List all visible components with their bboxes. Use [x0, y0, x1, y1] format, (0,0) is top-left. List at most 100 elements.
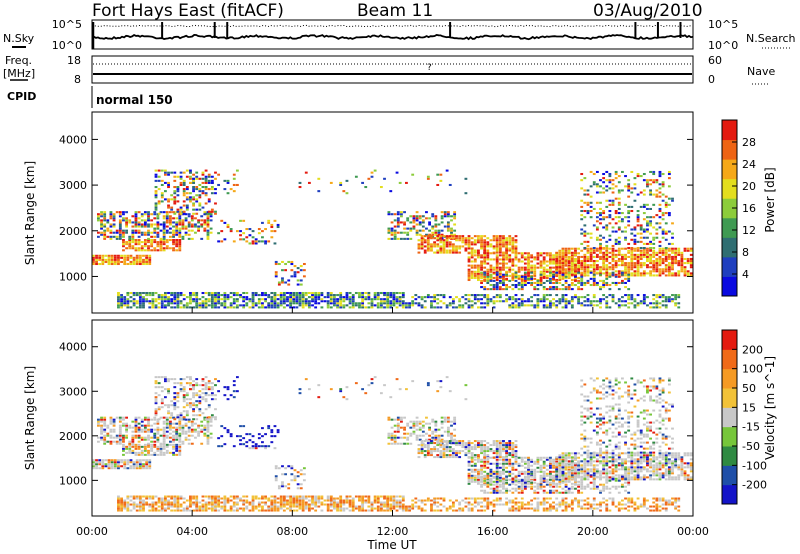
power-cell	[567, 271, 571, 274]
velocity-cell	[113, 465, 117, 468]
power-cell	[505, 258, 509, 261]
power-cell	[523, 279, 527, 282]
power-cell	[135, 306, 139, 309]
velocity-cell	[251, 505, 255, 508]
power-cell	[583, 270, 587, 273]
power-cell	[223, 221, 227, 224]
power-cell	[185, 169, 189, 172]
velocity-cell	[100, 426, 103, 429]
power-cell	[138, 254, 142, 257]
velocity-cell	[451, 442, 455, 445]
power-cell	[386, 298, 390, 301]
power-cell	[652, 253, 656, 256]
velocity-cell	[284, 467, 288, 470]
power-cell	[542, 304, 546, 307]
velocity-cell	[420, 452, 424, 455]
power-cell	[189, 175, 192, 178]
velocity-cell	[267, 445, 271, 448]
power-cell	[448, 241, 452, 244]
power-cell	[232, 302, 236, 305]
power-cell	[210, 179, 214, 182]
power-cell	[392, 302, 396, 305]
power-ylabel: Slant Range [km]	[23, 161, 37, 265]
velocity-cell	[326, 505, 330, 508]
velocity-cell	[436, 448, 440, 451]
power-cell	[505, 300, 509, 303]
velocity-cell	[156, 453, 160, 456]
power-cell	[574, 249, 577, 252]
power-cell	[406, 233, 410, 236]
power-cell	[577, 257, 580, 261]
power-cell	[508, 254, 512, 257]
power-cell	[561, 300, 565, 303]
power-cell	[514, 249, 518, 252]
power-cell	[398, 291, 402, 295]
velocity-cell	[185, 412, 189, 415]
velocity-cell	[336, 501, 339, 504]
power-cell	[137, 229, 141, 232]
velocity-cell	[138, 509, 142, 512]
velocity-cell	[169, 426, 172, 429]
power-cell	[636, 302, 640, 305]
power-cell	[206, 225, 210, 228]
power-cell	[282, 296, 286, 299]
power-cell	[549, 294, 552, 297]
power-cell	[577, 255, 580, 258]
power-cell	[390, 213, 394, 216]
velocity-cell	[220, 507, 224, 510]
power-cell	[409, 221, 413, 224]
power-cell	[210, 306, 214, 309]
power-cell	[298, 291, 302, 295]
power-cell	[451, 298, 455, 301]
power-cell	[574, 296, 577, 299]
power-cell	[639, 302, 643, 305]
power-cell	[633, 270, 637, 273]
power-cell	[172, 221, 175, 224]
power-cell	[173, 175, 177, 178]
power-cell	[489, 275, 493, 278]
power-cell	[289, 298, 293, 301]
power-cell	[689, 272, 693, 275]
power-cell	[195, 304, 199, 307]
power-cell	[430, 306, 433, 309]
power-cell	[586, 232, 590, 235]
power-cell	[592, 277, 596, 280]
velocity-cell	[117, 495, 120, 498]
velocity-cell	[175, 432, 179, 435]
power-cell	[235, 300, 239, 303]
power-cell	[639, 272, 643, 275]
power-cell	[458, 237, 462, 240]
velocity-cell	[229, 507, 233, 510]
power-cell	[147, 249, 150, 252]
colorbar-tick-label: 24	[742, 158, 756, 171]
power-cell	[431, 233, 435, 236]
power-cell	[206, 217, 210, 220]
velocity-cell	[162, 420, 166, 423]
power-cell	[595, 260, 599, 263]
power-cell	[514, 235, 518, 238]
power-cell	[203, 219, 207, 222]
power-cell	[301, 306, 305, 309]
power-cell	[580, 249, 584, 252]
velocity-cell	[118, 436, 122, 439]
power-cell	[661, 294, 665, 297]
power-cell	[201, 302, 205, 305]
velocity-cell	[217, 495, 221, 498]
power-cell	[686, 249, 690, 252]
power-cell	[170, 294, 174, 297]
power-cell	[172, 238, 175, 242]
power-cell	[455, 251, 458, 254]
velocity-cell	[154, 495, 158, 498]
power-cell	[172, 229, 175, 232]
velocity-cell	[120, 465, 123, 468]
velocity-cell	[201, 495, 205, 498]
power-cell	[254, 302, 258, 305]
power-cell	[680, 262, 684, 265]
power-cell	[169, 215, 172, 218]
power-cell	[117, 304, 120, 307]
power-cell	[542, 275, 546, 278]
power-cell	[614, 260, 618, 263]
power-cell	[627, 264, 631, 267]
power-cell	[242, 306, 246, 309]
power-cell	[264, 294, 267, 297]
